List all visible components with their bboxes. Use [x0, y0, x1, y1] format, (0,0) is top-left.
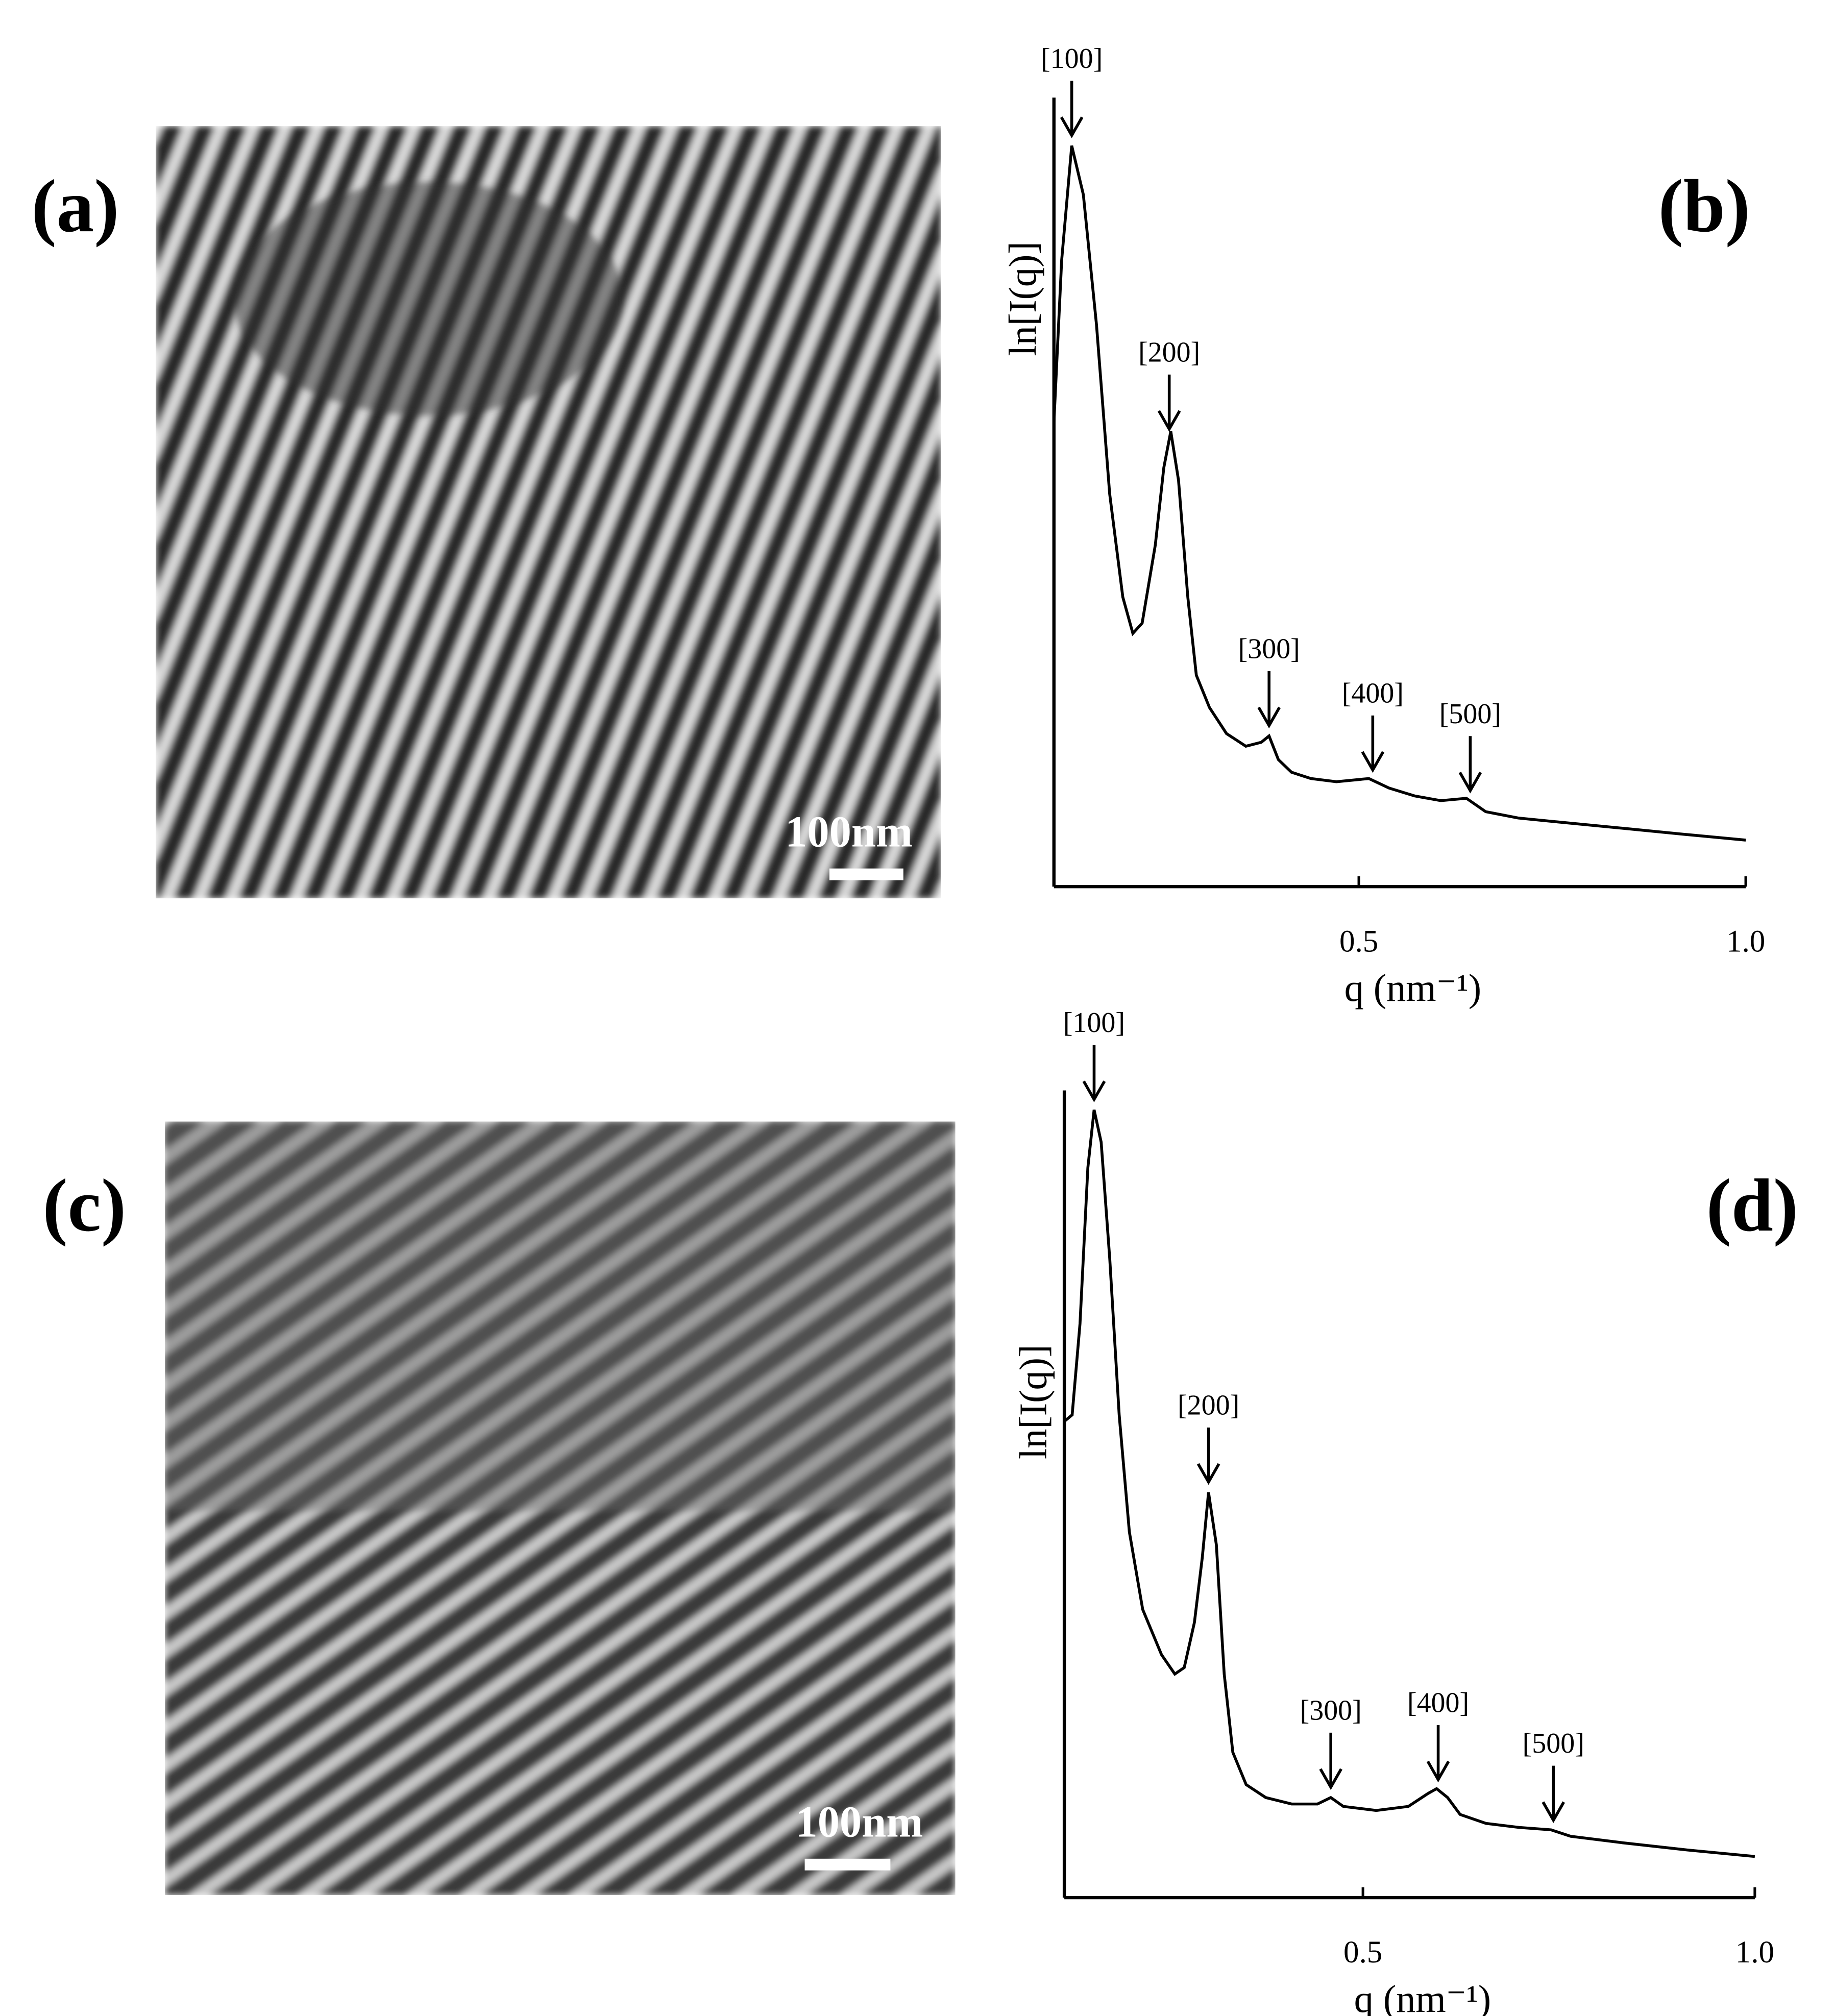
annotation-label: [300] [1300, 1694, 1362, 1726]
annotation-arrow [1157, 374, 1181, 432]
y-axis-title: ln[I(q)] [1001, 241, 1044, 356]
shade [233, 182, 623, 416]
x-axis-title: q (nm⁻¹) [1354, 1977, 1491, 2016]
annotation-label: [400] [1407, 1687, 1469, 1718]
annotation-arrow [1319, 1732, 1342, 1790]
annotation-label: [200] [1138, 336, 1200, 368]
annotation-arrow [1060, 81, 1084, 138]
annotation-label: [500] [1523, 1728, 1584, 1759]
annotation-arrow [1542, 1765, 1566, 1824]
annotation-label: [300] [1238, 633, 1300, 665]
x-tick-label: 1.0 [1726, 924, 1765, 958]
x-tick-label: 1.0 [1735, 1935, 1774, 1970]
scale-bar [829, 868, 903, 880]
x-tick-label: 0.5 [1343, 1935, 1382, 1970]
x-tick-label: 0.5 [1339, 924, 1378, 958]
annotation-label: [100] [1041, 43, 1103, 75]
panel-label: (a) [32, 164, 119, 248]
panel-label: (d) [1706, 1164, 1798, 1247]
x-axis-title: q (nm⁻¹) [1344, 966, 1482, 1010]
tem-image [164, 1121, 956, 1896]
annotation-arrow [1257, 671, 1281, 729]
annotation-arrow [1196, 1427, 1220, 1485]
scale-bar-label: 100nm [785, 807, 913, 856]
annotation-label: [100] [1063, 1007, 1125, 1039]
scale-bar-label: 100nm [795, 1798, 923, 1847]
annotation-label: [400] [1342, 677, 1404, 709]
annotation-arrow [1426, 1725, 1450, 1783]
y-axis-title: ln[I(q)] [1012, 1345, 1055, 1459]
data-line [1063, 1109, 1755, 1858]
annotation-arrow [1458, 736, 1482, 794]
scale-bar [804, 1858, 891, 1871]
annotation-label: [500] [1439, 698, 1501, 730]
annotation-label: [200] [1178, 1390, 1239, 1421]
panel-label: (c) [42, 1164, 126, 1247]
annotation-arrow [1361, 715, 1385, 773]
shade [164, 1121, 956, 1511]
data-line [1052, 145, 1746, 842]
tem-image [156, 126, 941, 899]
panel-label: (b) [1658, 164, 1750, 248]
annotation-arrow [1082, 1045, 1106, 1102]
